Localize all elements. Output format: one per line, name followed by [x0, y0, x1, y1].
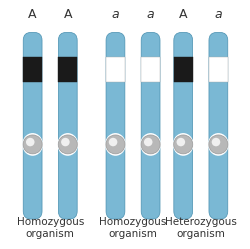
- Circle shape: [26, 138, 34, 146]
- Circle shape: [108, 138, 117, 146]
- Text: a: a: [111, 8, 119, 21]
- Bar: [106, 57, 124, 82]
- Text: Heterozygous
organism: Heterozygous organism: [164, 217, 236, 239]
- Text: A: A: [63, 8, 72, 21]
- Circle shape: [211, 138, 220, 146]
- Bar: [23, 57, 42, 82]
- Circle shape: [140, 135, 160, 154]
- Circle shape: [208, 135, 227, 154]
- Circle shape: [23, 135, 42, 154]
- Circle shape: [143, 138, 152, 146]
- Circle shape: [176, 138, 184, 146]
- Bar: [140, 57, 160, 82]
- Text: A: A: [178, 8, 187, 21]
- Bar: [58, 57, 77, 82]
- Circle shape: [173, 135, 192, 154]
- FancyBboxPatch shape: [23, 32, 42, 219]
- FancyBboxPatch shape: [173, 32, 192, 219]
- Ellipse shape: [57, 133, 78, 156]
- Circle shape: [61, 138, 70, 146]
- Circle shape: [106, 135, 124, 154]
- Text: A: A: [28, 8, 37, 21]
- Ellipse shape: [207, 133, 228, 156]
- Ellipse shape: [105, 133, 125, 156]
- FancyBboxPatch shape: [106, 32, 124, 219]
- Text: Homozygous
organism: Homozygous organism: [99, 217, 166, 239]
- Bar: [208, 57, 227, 82]
- Text: Homozygous
organism: Homozygous organism: [16, 217, 84, 239]
- Ellipse shape: [22, 133, 43, 156]
- FancyBboxPatch shape: [140, 32, 160, 219]
- Circle shape: [58, 135, 77, 154]
- FancyBboxPatch shape: [208, 32, 227, 219]
- Text: a: a: [146, 8, 154, 21]
- Bar: [173, 57, 192, 82]
- Ellipse shape: [172, 133, 193, 156]
- FancyBboxPatch shape: [58, 32, 77, 219]
- Text: a: a: [214, 8, 221, 21]
- Ellipse shape: [140, 133, 160, 156]
